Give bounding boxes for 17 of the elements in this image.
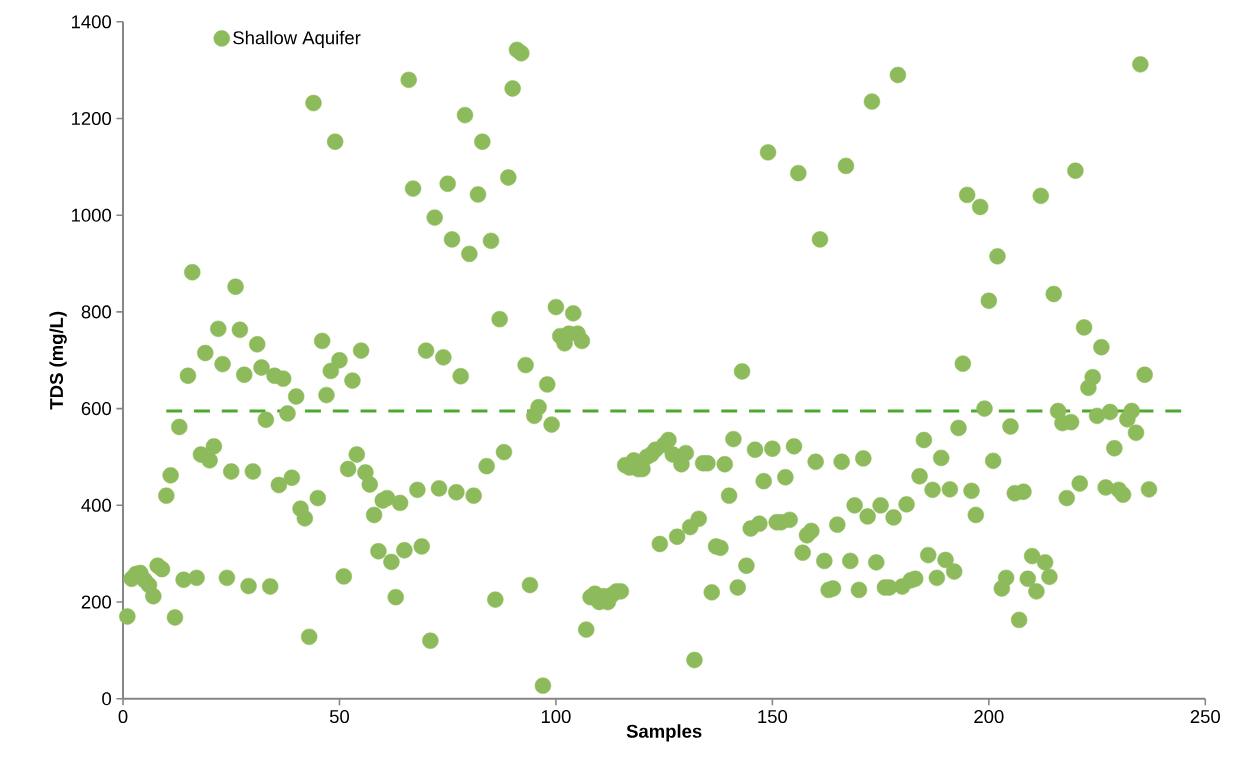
y-tick-label: 200 [81,595,112,609]
x-tick-label: 200 [974,709,1004,724]
x-tick-label: 150 [758,709,788,724]
x-tick-label: 100 [541,709,571,724]
x-tick-label: 0 [118,709,128,724]
y-tick-label: 600 [81,402,112,416]
y-tick-label: 1400 [71,15,112,29]
y-tick-label: 400 [81,498,112,512]
x-axis-title: Samples [626,724,702,742]
y-tick-label: 800 [81,305,112,319]
x-tick-label: 50 [329,709,350,724]
y-tick-label: 0 [102,692,112,706]
y-tick-label: 1000 [71,208,112,222]
x-tick-label: 250 [1190,709,1220,724]
y-axis-title: TDS (mg/L) [49,311,67,410]
y-tick-label: 1200 [71,111,112,126]
legend-label: Shallow Aquifer [233,30,361,48]
